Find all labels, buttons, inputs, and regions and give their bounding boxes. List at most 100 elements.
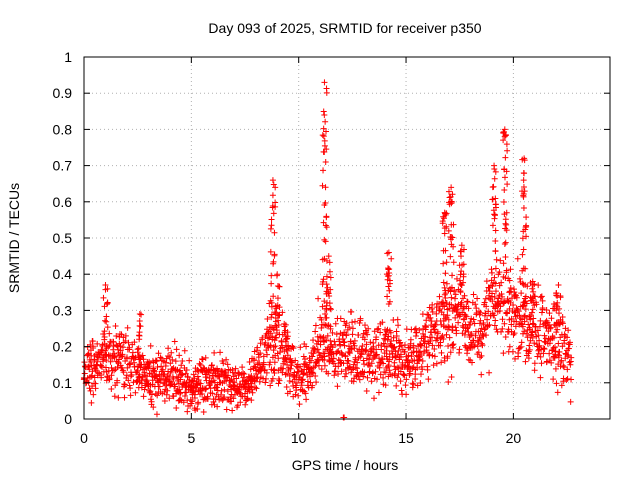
data-point xyxy=(567,398,574,405)
data-point xyxy=(526,346,533,353)
data-point xyxy=(232,365,239,372)
data-point xyxy=(440,247,447,254)
data-point xyxy=(454,305,461,312)
data-point xyxy=(371,395,378,402)
data-point xyxy=(503,168,510,175)
data-point xyxy=(385,333,392,340)
data-point xyxy=(441,230,448,237)
data-point xyxy=(430,362,437,369)
data-point xyxy=(523,223,530,230)
data-point xyxy=(434,330,441,337)
data-point xyxy=(314,358,321,365)
data-point xyxy=(98,374,105,381)
data-point xyxy=(271,252,278,259)
data-point xyxy=(315,338,322,345)
data-point xyxy=(363,388,370,395)
data-point xyxy=(264,315,271,322)
data-point xyxy=(380,360,387,367)
data-point xyxy=(476,334,483,341)
data-point xyxy=(148,391,155,398)
data-point xyxy=(414,360,421,367)
data-point xyxy=(465,356,472,363)
data-point xyxy=(529,295,536,302)
data-point xyxy=(491,175,498,182)
data-point xyxy=(390,344,397,351)
data-point xyxy=(449,327,456,334)
data-point xyxy=(492,317,499,324)
data-point xyxy=(439,332,446,339)
data-point xyxy=(501,174,508,181)
data-point xyxy=(128,371,135,378)
data-point xyxy=(325,253,332,260)
data-point xyxy=(427,337,434,344)
data-point xyxy=(489,293,496,300)
data-point xyxy=(286,377,293,384)
data-point xyxy=(498,328,505,335)
data-point xyxy=(346,349,353,356)
data-point xyxy=(266,334,273,341)
data-point xyxy=(101,328,108,335)
data-point xyxy=(323,146,330,153)
data-point xyxy=(122,332,129,339)
data-point xyxy=(516,312,523,319)
data-point xyxy=(307,379,314,386)
data-point xyxy=(474,337,481,344)
data-point xyxy=(477,309,484,316)
data-point xyxy=(309,369,316,376)
y-tick-label: 0.3 xyxy=(53,302,73,318)
data-point xyxy=(191,375,198,382)
data-point xyxy=(561,337,568,344)
data-point xyxy=(173,404,180,411)
data-point xyxy=(138,377,145,384)
data-point xyxy=(170,375,177,382)
data-point xyxy=(270,260,277,267)
data-point xyxy=(323,281,330,288)
data-point xyxy=(272,322,279,329)
data-point xyxy=(114,364,121,371)
data-point xyxy=(211,349,218,356)
data-point xyxy=(360,357,367,364)
data-point xyxy=(498,279,505,286)
x-tick-label: 15 xyxy=(398,430,414,446)
data-point xyxy=(541,338,548,345)
data-point xyxy=(496,308,503,315)
data-point xyxy=(275,312,282,319)
data-point xyxy=(349,366,356,373)
data-point xyxy=(407,336,414,343)
data-point xyxy=(239,364,246,371)
data-point xyxy=(366,356,373,363)
chart-title: Day 093 of 2025, SRMTID for receiver p35… xyxy=(208,20,481,36)
data-point xyxy=(470,337,477,344)
data-point xyxy=(183,367,190,374)
data-point xyxy=(453,327,460,334)
y-tick-label: 0 xyxy=(64,411,72,427)
data-point xyxy=(112,323,119,330)
data-point xyxy=(443,259,450,266)
data-point xyxy=(276,283,283,290)
data-point xyxy=(234,402,241,409)
data-point xyxy=(323,257,330,264)
data-point xyxy=(118,331,125,338)
data-point xyxy=(449,272,456,279)
data-point xyxy=(235,372,242,379)
x-tick-label: 10 xyxy=(291,430,307,446)
data-point xyxy=(377,329,384,336)
data-point xyxy=(549,347,556,354)
data-point xyxy=(383,343,390,350)
data-point xyxy=(114,377,121,384)
data-point xyxy=(523,233,530,240)
data-point xyxy=(512,355,519,362)
data-point xyxy=(362,322,369,329)
data-point xyxy=(445,378,452,385)
data-point xyxy=(503,141,510,148)
data-point xyxy=(491,274,498,281)
data-point xyxy=(180,399,187,406)
data-point xyxy=(538,309,545,316)
data-point xyxy=(461,331,468,338)
data-point xyxy=(103,318,110,325)
data-point xyxy=(367,339,374,346)
data-point xyxy=(125,339,132,346)
data-point xyxy=(241,371,248,378)
data-point xyxy=(326,300,333,307)
data-point xyxy=(403,376,410,383)
